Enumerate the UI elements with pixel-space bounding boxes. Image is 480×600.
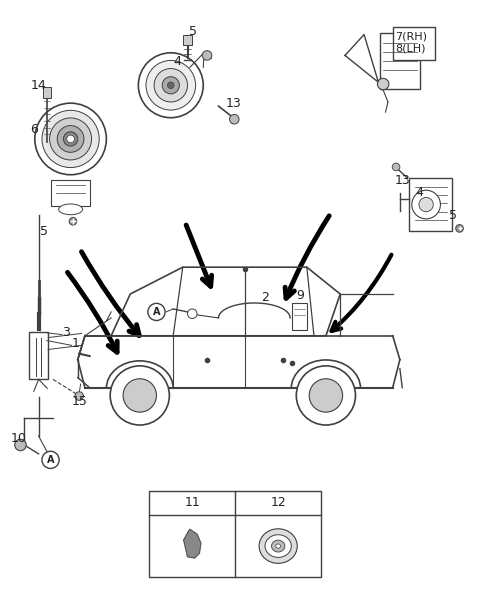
Circle shape xyxy=(63,132,78,146)
Circle shape xyxy=(377,79,389,90)
Text: 15: 15 xyxy=(72,395,88,408)
Circle shape xyxy=(202,50,212,60)
Circle shape xyxy=(296,366,356,425)
Ellipse shape xyxy=(259,529,297,563)
Circle shape xyxy=(15,439,26,451)
Text: 4: 4 xyxy=(416,186,423,199)
Text: 14: 14 xyxy=(31,79,47,92)
Circle shape xyxy=(35,103,107,175)
Text: 5: 5 xyxy=(39,225,48,238)
Text: A: A xyxy=(153,307,160,317)
Bar xyxy=(380,33,420,89)
Circle shape xyxy=(188,309,197,319)
Text: 11: 11 xyxy=(184,496,200,509)
Circle shape xyxy=(57,125,84,152)
Circle shape xyxy=(168,82,174,89)
Bar xyxy=(183,35,192,45)
Ellipse shape xyxy=(276,544,281,548)
Circle shape xyxy=(49,118,92,160)
Bar xyxy=(292,303,307,330)
Polygon shape xyxy=(184,529,201,558)
Circle shape xyxy=(146,61,196,110)
Text: 13: 13 xyxy=(395,174,411,187)
Circle shape xyxy=(456,224,463,232)
Circle shape xyxy=(75,392,84,400)
Ellipse shape xyxy=(265,535,291,557)
Text: 8(LH): 8(LH) xyxy=(395,43,426,53)
Circle shape xyxy=(419,197,433,212)
Circle shape xyxy=(162,77,180,94)
Text: 7(RH): 7(RH) xyxy=(395,31,427,41)
Ellipse shape xyxy=(59,204,83,215)
Text: 9: 9 xyxy=(296,289,304,302)
Text: 10: 10 xyxy=(11,433,27,445)
Text: 5: 5 xyxy=(449,209,457,222)
Circle shape xyxy=(412,190,441,219)
Ellipse shape xyxy=(272,540,285,552)
Text: 5: 5 xyxy=(189,25,197,38)
Circle shape xyxy=(110,366,169,425)
Bar xyxy=(393,27,435,59)
Text: 13: 13 xyxy=(226,97,241,110)
Bar xyxy=(43,87,50,98)
Circle shape xyxy=(229,115,239,124)
Circle shape xyxy=(42,110,99,167)
Circle shape xyxy=(138,53,203,118)
Text: 4: 4 xyxy=(173,55,181,68)
Text: A: A xyxy=(47,455,54,465)
Bar xyxy=(149,491,321,577)
Text: 12: 12 xyxy=(270,496,286,509)
Text: 2: 2 xyxy=(262,290,269,304)
Circle shape xyxy=(392,163,400,171)
Circle shape xyxy=(42,451,59,469)
Text: 3: 3 xyxy=(62,326,71,340)
Bar xyxy=(409,178,452,232)
Circle shape xyxy=(309,379,343,412)
Polygon shape xyxy=(345,35,378,82)
Circle shape xyxy=(123,379,156,412)
Bar xyxy=(29,332,48,379)
Polygon shape xyxy=(111,267,340,336)
Text: 1: 1 xyxy=(72,337,80,350)
Circle shape xyxy=(148,304,165,320)
Circle shape xyxy=(154,68,188,102)
Circle shape xyxy=(67,135,74,143)
Bar xyxy=(51,179,90,206)
Circle shape xyxy=(69,217,77,225)
Text: 6: 6 xyxy=(30,124,38,136)
